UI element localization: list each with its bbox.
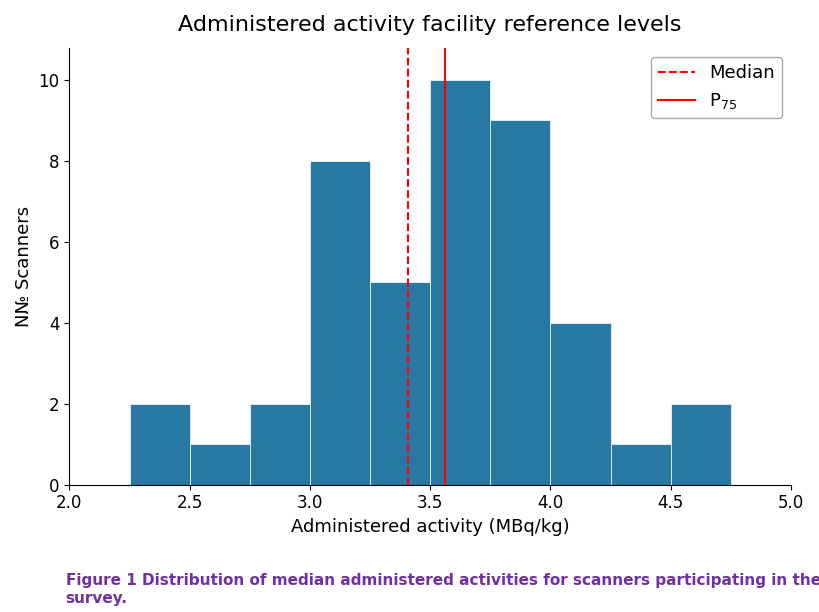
Bar <box>310 161 370 485</box>
Y-axis label: N№ Scanners: N№ Scanners <box>15 206 33 327</box>
Text: Figure 1 Distribution of median administered activities for scanners participati: Figure 1 Distribution of median administ… <box>66 573 819 606</box>
Bar <box>129 404 190 485</box>
Bar <box>370 282 430 485</box>
X-axis label: Administered activity (MBq/kg): Administered activity (MBq/kg) <box>291 518 569 536</box>
Legend: Median, P$_{75}$: Median, P$_{75}$ <box>651 57 782 118</box>
Bar <box>550 323 610 485</box>
Bar <box>610 444 671 485</box>
Bar <box>190 444 250 485</box>
Bar <box>671 404 731 485</box>
Title: Administered activity facility reference levels: Administered activity facility reference… <box>179 15 682 35</box>
Bar <box>430 80 491 485</box>
Bar <box>250 404 310 485</box>
Bar <box>491 121 550 485</box>
